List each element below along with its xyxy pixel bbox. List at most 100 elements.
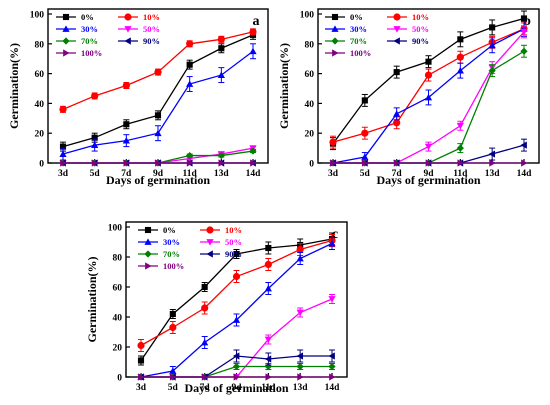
series-30pct [137,237,336,380]
legend-marker [393,26,401,33]
data-point [169,323,177,332]
series-100pct [60,159,257,167]
series-30pct [329,20,528,166]
legend-item: 10% [387,12,429,22]
y-tick-label: 60 [35,70,45,80]
data-point [232,272,241,281]
legend-item: 30% [325,24,367,34]
data-point [361,153,369,160]
data-point [250,159,257,167]
data-point [218,45,225,52]
x-tick-label: 11d [183,169,198,179]
x-tick-label: 7d [200,383,211,393]
legend-item: 70% [56,36,98,46]
legend-label: 10% [225,225,242,235]
data-point [169,373,177,381]
legend-marker [124,13,132,21]
y-tick-label: 80 [35,40,45,50]
legend-marker [144,226,152,234]
data-point [233,250,240,258]
legend-marker [62,37,70,45]
data-point [186,40,194,48]
data-point [296,245,304,254]
data-point [361,97,368,104]
data-point [123,159,130,167]
y-tick-label: 20 [35,130,45,140]
data-point [328,352,335,360]
data-point [138,373,145,381]
data-point [169,367,177,374]
legend-marker [63,49,70,57]
legend-item: 90% [118,36,160,46]
data-point [265,244,272,252]
data-point [217,151,225,160]
y-axis-title: Germination(%) [7,43,21,129]
legend-item: 90% [200,249,242,259]
legend: 0% 10% 30% 50% 70% 90% 100% [56,12,160,58]
data-point [520,141,527,149]
data-point [296,352,304,360]
data-point [249,28,257,36]
x-axis-title: Days of germination [377,173,481,187]
legend-marker [145,262,152,270]
data-point [218,159,225,167]
x-tick-label: 14d [246,169,262,179]
y-tick-label: 80 [305,40,315,50]
x-tick-label: 9d [153,169,164,179]
data-point [186,61,193,68]
legend-item: 70% [138,249,180,259]
data-point [520,29,528,36]
legend-label: 70% [81,36,98,46]
data-point [457,159,464,167]
x-tick-label: 3d [58,169,69,179]
legend-item: 0% [56,12,94,22]
data-point [154,68,162,76]
legend-label: 90% [412,36,429,46]
data-point [329,373,336,381]
legend-label: 70% [350,36,367,46]
legend-label: 10% [412,12,429,22]
data-point [393,119,401,127]
data-point [264,260,272,269]
series-100pct [138,373,336,381]
data-point [186,80,194,87]
data-point [59,150,67,157]
data-point [59,105,67,113]
data-point [296,362,304,371]
legend-marker [62,25,70,32]
legend-marker [144,250,152,258]
y-tick-label: 60 [113,284,123,294]
legend-label: 30% [81,24,98,34]
legend-label: 100% [350,48,371,58]
data-point [521,159,528,167]
legend-item: 100% [56,48,102,58]
chart-panel-c: 0 20 40 60 80 100 3d 5d 7d 9d 11d 13d 14d Days of ger… [85,221,348,395]
legend-item: 50% [200,237,242,247]
data-point [264,355,272,363]
legend-label: 50% [143,24,160,34]
legend-item: 0% [138,225,176,235]
legend-item: 0% [325,12,363,22]
data-point [232,352,240,360]
data-point [154,112,162,119]
legend: 0% 10% 30% 50% 70% 90% 100% [325,12,429,58]
data-point [249,147,257,155]
y-axis-title: Germination(%) [277,43,291,129]
data-point [424,71,433,79]
y-tick-label: 100 [300,11,315,21]
data-point [328,296,336,303]
data-point [155,159,162,167]
data-point [456,53,464,61]
x-tick-label: 11d [453,169,468,179]
data-point [201,373,209,381]
x-tick-label: 3d [328,169,339,179]
legend-item: 30% [56,24,98,34]
legend-label: 100% [163,261,184,271]
series-10pct [59,28,257,113]
legend: 0% 10% 30% 50% 70% 90% 100% [138,225,242,271]
legend-label: 50% [412,24,429,34]
data-point [488,41,496,49]
data-point [91,134,98,141]
data-point [201,283,208,291]
